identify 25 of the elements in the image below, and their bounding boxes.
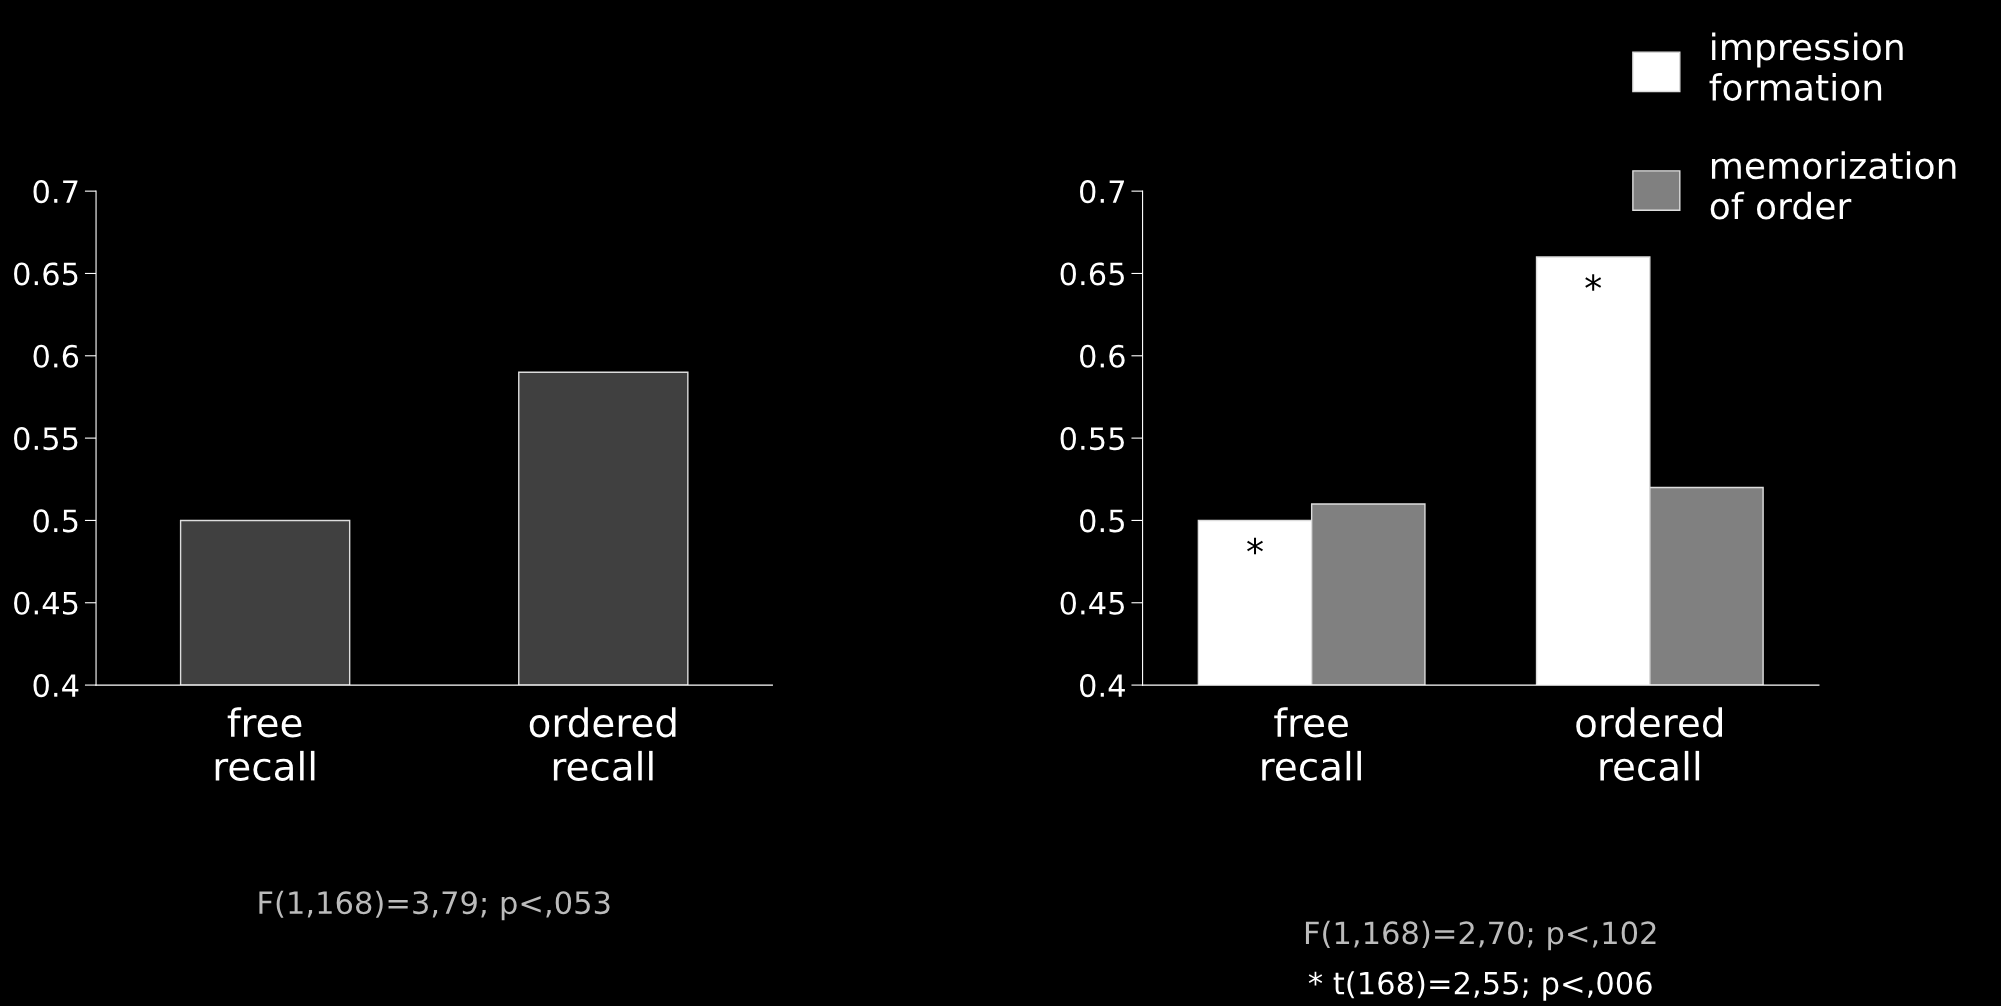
x-tick-label: ordered recall [1576, 707, 1722, 781]
text: F(1,168)=2,70; p<,102 [1305, 920, 1656, 951]
text: * t(168)=2,55; p<,006 [1308, 971, 1652, 1001]
y-tick-label: 0.55 [1060, 427, 1124, 451]
x-tick-label: free recall [1262, 707, 1361, 781]
y-tick-label: 0.55 [14, 427, 78, 451]
y-tick-label: 0.45 [1060, 591, 1124, 615]
y-tick-label: 0.4 [33, 674, 79, 698]
x-tick-label: free recall [215, 707, 315, 781]
legend-label: memorization of order [1710, 151, 1956, 220]
y-tick-label: 0.7 [33, 180, 78, 204]
text: F(1,168)=3,79; p<,053 [259, 890, 610, 921]
y-tick-label: 0.4 [1080, 674, 1125, 698]
y-tick-label: 0.5 [1080, 509, 1124, 533]
y-tick-label: 0.65 [14, 262, 78, 286]
legend-label: impression formation [1709, 32, 1903, 101]
x-tick-label: ordered recall [529, 707, 676, 781]
y-tick-label: 0.6 [33, 344, 79, 368]
y-tick-label: 0.5 [33, 509, 78, 533]
y-tick-label: 0.45 [14, 591, 78, 615]
annotation: * [1585, 274, 1602, 291]
annotation: * [1247, 537, 1263, 555]
y-tick-label: 0.7 [1080, 180, 1124, 204]
y-tick-label: 0.6 [1080, 344, 1125, 368]
y-tick-label: 0.65 [1060, 262, 1124, 286]
